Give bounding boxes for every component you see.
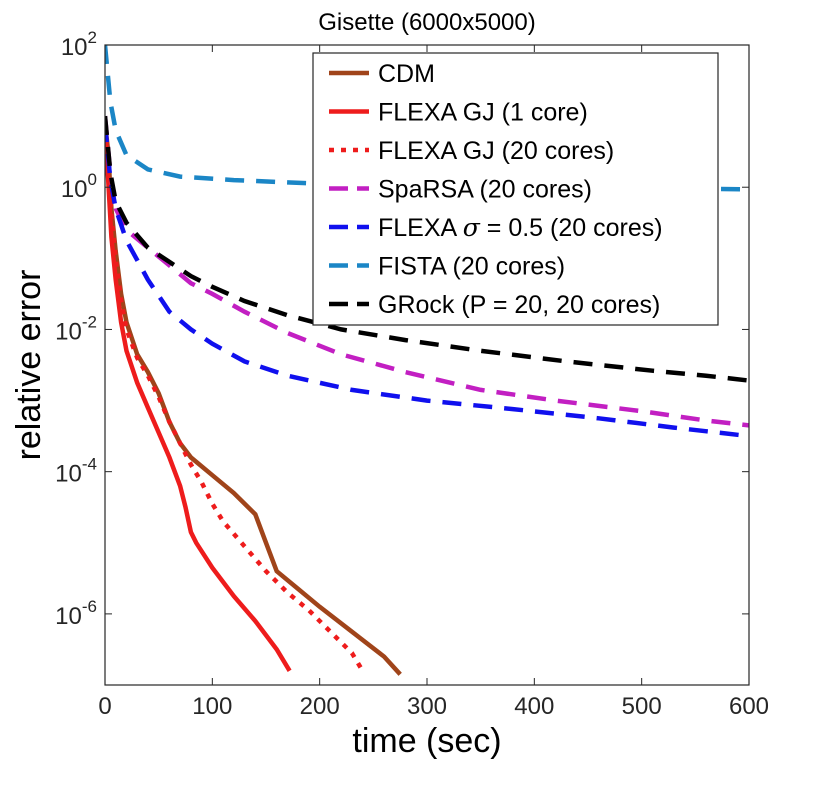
y-tick-label: 100 <box>61 170 97 203</box>
x-tick-label: 200 <box>300 693 340 720</box>
legend-label-cdm: CDM <box>378 60 435 88</box>
legend-label-flexa_sigma: FLEXA σ = 0.5 (20 cores) <box>378 213 663 242</box>
legend-label-flexa_gj_1: FLEXA GJ (1 core) <box>378 99 588 127</box>
series-line-flexa_gj_20 <box>105 130 365 672</box>
x-axis-label: time (sec) <box>352 722 501 760</box>
legend-label-sparsa: SpaRSA (20 cores) <box>378 176 592 204</box>
legend-box <box>312 52 719 326</box>
y-tick-label: 102 <box>61 28 97 61</box>
tick-layer: 0 100 200 300 400 500 600 102 100 10-2 10-4 10-6 <box>55 28 769 720</box>
legend-label-fista: FISTA (20 cores) <box>378 253 565 281</box>
series-line-flexa_gj_1 <box>105 140 292 672</box>
legend-label-flexa_gj_20: FLEXA GJ (20 cores) <box>378 137 614 165</box>
x-tick-label: 500 <box>622 693 662 720</box>
y-tick-label: 10-4 <box>55 455 97 488</box>
y-tick-label: 10-2 <box>55 312 97 345</box>
y-axis-label: relative error <box>10 270 48 461</box>
chart-title: Gisette (6000x5000) <box>318 9 535 36</box>
legend: CDM FLEXA GJ (1 core) FLEXA GJ (20 cores) S… <box>312 52 719 326</box>
x-tick-label: 400 <box>514 693 554 720</box>
series-line-cdm <box>105 122 402 676</box>
x-tick-label: 0 <box>98 693 111 720</box>
series-line-flexa_sigma <box>105 122 749 439</box>
legend-label-grock: GRock (P = 20, 20 cores) <box>378 291 660 319</box>
series-line-sparsa <box>105 115 749 428</box>
x-tick-label: 300 <box>407 693 447 720</box>
series-line-grock <box>105 115 749 383</box>
x-tick-label: 100 <box>192 693 232 720</box>
y-tick-label: 10-6 <box>55 597 97 630</box>
x-tick-label: 600 <box>729 693 769 720</box>
